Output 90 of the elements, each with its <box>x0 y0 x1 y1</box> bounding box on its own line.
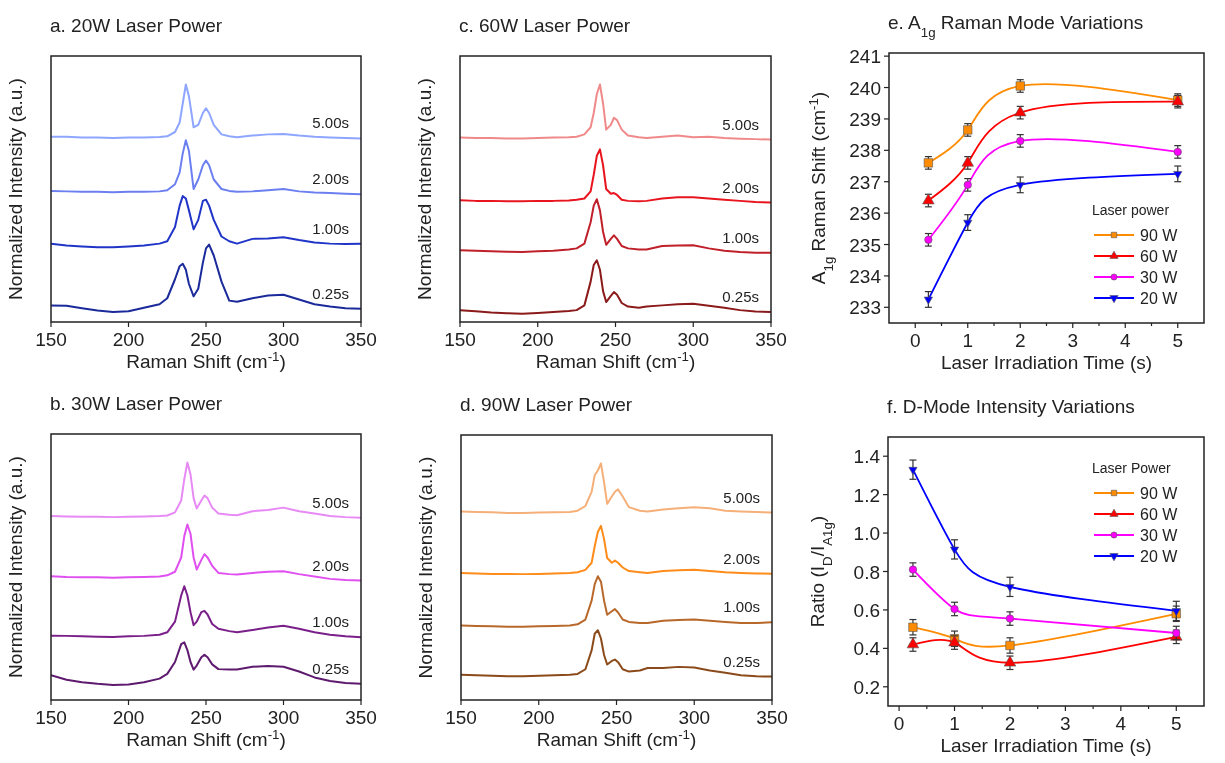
legend-label: 20 W <box>1140 548 1179 565</box>
chart-title: d. 90W Laser Power <box>460 394 633 415</box>
y-tick-label: 233 <box>849 297 881 319</box>
y-tick-label: 241 <box>849 46 881 68</box>
y-tick-label: 0.2 <box>853 676 880 698</box>
y-tick-label: 0.6 <box>853 599 880 621</box>
y-tick-label: 1.2 <box>853 484 880 506</box>
x-tick-label: 150 <box>35 329 67 350</box>
legend-title: Laser power <box>1092 202 1170 218</box>
chart-title: a. 20W Laser Power <box>50 15 223 36</box>
chart-title: b. 30W Laser Power <box>50 393 223 414</box>
x-tick-label: 350 <box>756 707 788 728</box>
x-tick-label: 150 <box>445 707 477 728</box>
series-label: 0.25s <box>312 284 349 302</box>
y-tick-label: 0.4 <box>853 638 881 660</box>
y-tick-label: 0.8 <box>853 561 880 583</box>
x-tick-label: 2 <box>1004 713 1016 734</box>
chart-title: e. A$_{1g}$ Raman Mode Variations <box>888 12 1144 40</box>
y-axis-title: Normalized Intensity (a.u.) <box>415 456 436 679</box>
y-tick-label: 237 <box>849 171 881 193</box>
legend-label: 30 W <box>1140 269 1179 286</box>
x-tick-label: 150 <box>444 329 476 350</box>
x-axis-title: Raman Shift (cm$^{-1}$) <box>535 348 696 372</box>
series-label: 2.00s <box>312 170 349 188</box>
x-tick-label: 350 <box>345 707 377 728</box>
series-label: 2.00s <box>722 178 759 196</box>
y-tick-label: 235 <box>849 234 881 256</box>
x-tick-label: 3 <box>1060 713 1071 734</box>
series-label: 5.00s <box>312 493 349 511</box>
x-axis-title: Raman Shift (cm$^{-1}$) <box>126 726 286 750</box>
y-tick-label: 1.4 <box>853 446 881 468</box>
x-tick-label: 5 <box>1172 330 1184 351</box>
x-tick-label: 0 <box>909 330 921 351</box>
x-tick-label: 200 <box>522 707 555 728</box>
series-label: 0.25s <box>722 288 759 306</box>
legend-label: 90 W <box>1140 485 1179 502</box>
x-tick-label: 200 <box>112 329 145 350</box>
legend-label: 60 W <box>1140 506 1179 523</box>
series-label: 1.00s <box>312 613 349 631</box>
y-axis-title: Normalized Intensity (a.u.) <box>5 78 26 300</box>
series-label: 2.00s <box>312 556 349 574</box>
legend-title: Laser Power <box>1092 460 1171 476</box>
series-label: 1.00s <box>723 598 760 616</box>
x-tick-label: 2 <box>1014 330 1026 351</box>
x-tick-label: 250 <box>599 329 632 350</box>
legend-label: 20 W <box>1140 290 1179 307</box>
legend-label: 90 W <box>1140 227 1179 244</box>
y-tick-label: 240 <box>849 77 881 99</box>
y-tick-label: 236 <box>849 203 881 225</box>
y-tick-label: 238 <box>849 140 881 162</box>
x-tick-label: 200 <box>521 329 554 350</box>
y-tick-label: 1.0 <box>853 523 880 545</box>
x-axis-title: Laser Irradiation Time (s) <box>940 735 1152 756</box>
x-tick-label: 4 <box>1115 713 1127 734</box>
x-axis-title: Raman Shift (cm$^{-1}$) <box>536 726 697 750</box>
series-label: 0.25s <box>723 652 760 670</box>
y-axis-title: Normalized Intensity (a.u.) <box>414 78 435 300</box>
series-label: 5.00s <box>722 115 759 133</box>
x-tick-label: 250 <box>600 707 633 728</box>
x-tick-label: 300 <box>267 329 300 350</box>
series-label: 5.00s <box>312 114 349 132</box>
y-tick-label: 239 <box>849 108 881 130</box>
y-axis-title: Normalized Intensity (a.u.) <box>5 456 26 678</box>
y-tick-label: 234 <box>849 265 882 287</box>
series-label: 5.00s <box>723 488 760 506</box>
x-tick-label: 1 <box>962 330 974 351</box>
x-tick-label: 300 <box>677 329 710 350</box>
series-label: 1.00s <box>312 219 349 237</box>
chart-title: f. D-Mode Intensity Variations <box>887 396 1135 417</box>
legend-label: 60 W <box>1140 248 1179 265</box>
legend-label: 30 W <box>1140 527 1179 544</box>
x-tick-label: 250 <box>190 707 222 728</box>
chart-title: c. 60W Laser Power <box>459 15 631 36</box>
x-tick-label: 5 <box>1170 713 1182 734</box>
x-tick-label: 0 <box>893 713 905 734</box>
x-tick-label: 150 <box>35 707 67 728</box>
x-axis-title: Raman Shift (cm$^{-1}$) <box>126 348 286 372</box>
x-tick-label: 4 <box>1119 330 1131 351</box>
series-label: 1.00s <box>722 228 759 246</box>
x-tick-label: 300 <box>678 707 711 728</box>
x-axis-title: Laser Irradiation Time (s) <box>940 352 1153 373</box>
x-tick-label: 3 <box>1067 330 1079 351</box>
x-tick-label: 250 <box>190 329 222 350</box>
x-tick-label: 300 <box>267 707 300 728</box>
x-tick-label: 200 <box>112 707 145 728</box>
x-tick-label: 350 <box>755 329 787 350</box>
x-tick-label: 350 <box>345 329 377 350</box>
series-label: 2.00s <box>723 549 760 567</box>
x-tick-label: 1 <box>949 713 960 734</box>
series-label: 0.25s <box>312 659 349 677</box>
